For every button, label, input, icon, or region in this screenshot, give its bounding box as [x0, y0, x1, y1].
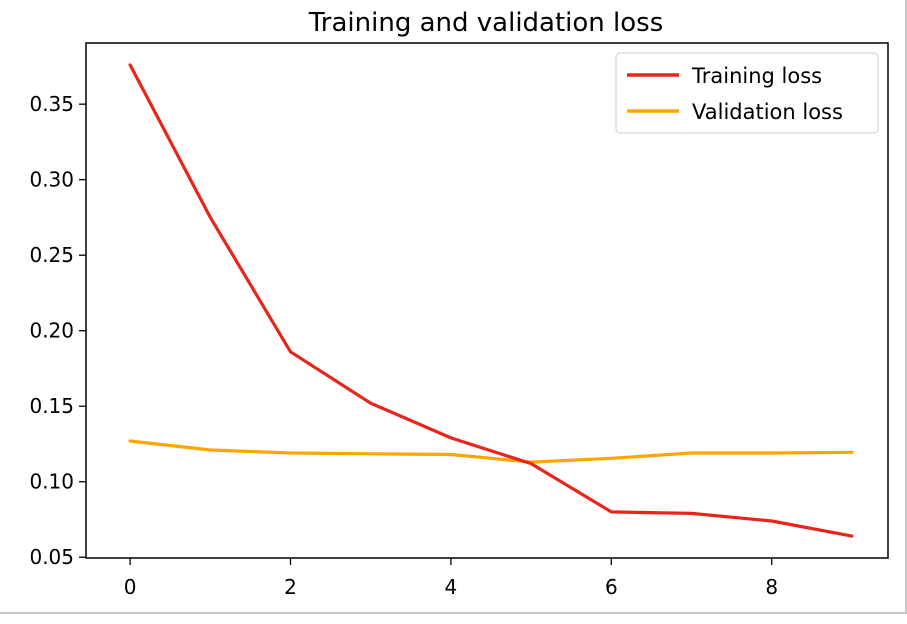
legend-box [615, 52, 879, 134]
series-line-validation-loss [128, 439, 854, 464]
x-tick-label: 2 [284, 575, 297, 599]
y-tick-label: 0.10 [29, 470, 74, 494]
x-tick-label: 8 [765, 575, 778, 599]
legend-label-validation-loss: Validation loss [692, 100, 843, 124]
legend-label-training-loss: Training loss [691, 64, 822, 88]
axes-frame [85, 42, 889, 559]
x-tick-label: 6 [605, 575, 618, 599]
x-tick-label: 4 [445, 575, 458, 599]
chart-title: Training and validation loss [308, 8, 664, 38]
y-tick-label: 0.05 [29, 545, 74, 569]
screenshot-right-edge [905, 0, 907, 613]
y-tick-label: 0.15 [29, 394, 74, 418]
y-tick-label: 0.25 [29, 243, 74, 267]
x-axis: 0 2 4 6 8 [124, 558, 778, 599]
series-line-training-loss [128, 63, 854, 538]
y-axis: 0.05 0.10 0.15 0.20 0.25 0.30 0.35 [29, 92, 86, 569]
legend: Training loss Validation loss [615, 52, 879, 134]
y-tick-label: 0.30 [29, 168, 74, 192]
y-tick-label: 0.35 [29, 92, 74, 116]
y-tick-label: 0.20 [29, 319, 74, 343]
plot-area [128, 63, 854, 538]
screenshot-bottom-edge [0, 612, 907, 614]
x-tick-label: 0 [124, 575, 137, 599]
